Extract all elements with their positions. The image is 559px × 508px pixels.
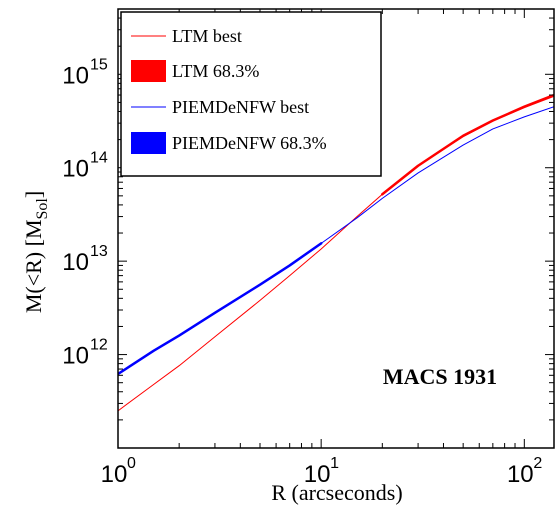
legend-label-0: LTM best [172, 26, 242, 46]
y-tick-label-3: 10 [62, 62, 89, 89]
y-tick-label-1: 10 [62, 249, 89, 276]
y-axis-title: M(<R) [MSol] [21, 191, 51, 313]
y-tick-exp-1: 13 [90, 243, 108, 260]
plot-layer [118, 93, 554, 412]
x-tick-label-2: 10 [507, 461, 534, 488]
y-tick-exp-0: 12 [90, 337, 108, 354]
y-tick-label-2: 10 [62, 156, 89, 183]
legend-label-1: LTM 68.3% [172, 61, 259, 81]
series-line-1 [381, 93, 554, 196]
y-axis-title-close: ] [21, 191, 46, 198]
x-axis-title: R (arcseconds) [271, 480, 402, 505]
y-tick-exp-2: 14 [90, 150, 108, 167]
y-tick-label-0: 10 [62, 343, 89, 370]
y-axis-title-subscript: Sol [34, 198, 51, 220]
legend-label-2: PIEMDeNFW best [172, 97, 309, 117]
legend-swatch-patch-1 [131, 60, 166, 82]
y-tick-exp-3: 15 [90, 56, 108, 73]
y-axis-title-main: M(<R) [M [21, 219, 46, 313]
x-tick-label-0: 10 [101, 461, 128, 488]
legend-swatch-patch-3 [131, 132, 166, 154]
series-line-3 [118, 242, 323, 376]
x-tick-exp-1: 1 [330, 455, 339, 472]
x-tick-exp-0: 0 [127, 455, 136, 472]
legend-label-3: PIEMDeNFW 68.3% [172, 133, 327, 153]
legend: LTM best LTM 68.3% PIEMDeNFW best PIEMDeNFW… [120, 11, 382, 177]
plot-frame [117, 8, 555, 449]
x-tick-exp-2: 2 [533, 455, 542, 472]
cluster-annotation: MACS 1931 [383, 364, 497, 389]
x-tick-label-1: 10 [304, 461, 331, 488]
